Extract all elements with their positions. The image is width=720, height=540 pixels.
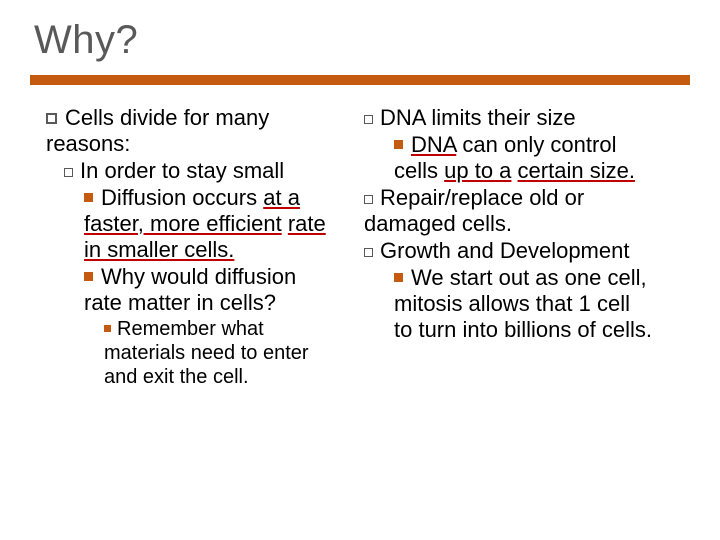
list-item: DNA can only control cells up to a certa… xyxy=(358,132,653,184)
list-item: Cells divide for many reasons: xyxy=(30,105,340,157)
list-item: Why would diffusion rate matter in cells… xyxy=(30,264,340,316)
square-open-bullet-icon xyxy=(364,115,373,124)
square-open-bullet-icon xyxy=(46,113,57,124)
list-item: In order to stay small xyxy=(30,158,340,184)
text: DNA can only control cells up to a certa… xyxy=(394,132,635,183)
text: In order to stay small xyxy=(80,158,284,183)
list-item: Remember what materials need to enter an… xyxy=(30,317,340,389)
text: Growth and Development xyxy=(380,238,629,263)
slide: Why? Cells divide for many reasons: In o… xyxy=(0,0,720,540)
list-item: Diffusion occurs at a faster, more effic… xyxy=(30,185,340,263)
square-fill-bullet-icon xyxy=(84,272,93,281)
content-columns: Cells divide for many reasons: In order … xyxy=(30,105,690,390)
underlined-text: faster, more efficient xyxy=(84,211,282,236)
right-column: DNA limits their size DNA can only contr… xyxy=(358,105,653,390)
accent-line xyxy=(30,75,690,85)
list-item: Repair/replace old or damaged cells. xyxy=(358,185,653,237)
underlined-text: up to a xyxy=(444,158,511,183)
text: Remember what materials need to enter an… xyxy=(104,318,309,388)
square-fill-bullet-icon xyxy=(84,193,93,202)
underlined-text: DNA xyxy=(411,132,456,157)
list-item: DNA limits their size xyxy=(358,105,653,131)
slide-title: Why? xyxy=(34,18,690,63)
underlined-text: at a xyxy=(263,185,300,210)
text: Why would diffusion rate matter in cells… xyxy=(84,264,296,315)
square-open-bullet-icon xyxy=(364,195,373,204)
text: Cells divide for many reasons: xyxy=(46,105,269,156)
left-column: Cells divide for many reasons: In order … xyxy=(30,105,340,390)
text: Diffusion occurs at a faster, more effic… xyxy=(84,185,326,262)
text: Repair/replace old or damaged cells. xyxy=(364,185,584,236)
square-fill-bullet-icon xyxy=(394,140,403,149)
underlined-text: certain size. xyxy=(518,158,635,183)
square-fill-bullet-icon xyxy=(394,273,403,282)
list-item: Growth and Development xyxy=(358,238,653,264)
text: DNA limits their size xyxy=(380,105,576,130)
square-open-bullet-icon xyxy=(364,248,373,257)
list-item: We start out as one cell, mitosis allows… xyxy=(358,265,653,343)
square-open-bullet-icon xyxy=(64,168,73,177)
text: We start out as one cell, mitosis allows… xyxy=(394,265,652,342)
square-fill-bullet-icon xyxy=(104,325,111,332)
